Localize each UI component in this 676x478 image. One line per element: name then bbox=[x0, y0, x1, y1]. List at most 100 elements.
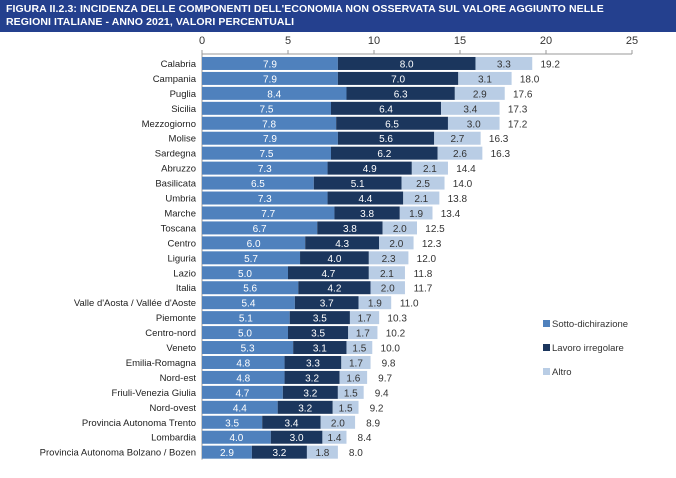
category-label: Nord-ovest bbox=[150, 403, 197, 414]
bar-segment bbox=[202, 206, 335, 220]
data-label: 3.2 bbox=[303, 388, 317, 399]
bar-segment bbox=[379, 236, 414, 250]
category-label: Basilicata bbox=[155, 179, 196, 190]
data-label: 2.0 bbox=[389, 239, 403, 250]
data-label: 8.4 bbox=[267, 89, 281, 100]
bar-segment bbox=[202, 236, 306, 250]
data-label: 2.1 bbox=[380, 269, 394, 280]
bar-segment bbox=[349, 311, 380, 325]
data-label: 5.6 bbox=[243, 284, 257, 295]
legend-label: Lavoro irregolare bbox=[552, 343, 624, 354]
bar-segment bbox=[202, 101, 331, 115]
total-label: 19.2 bbox=[541, 59, 561, 70]
bar-segment bbox=[336, 116, 448, 130]
data-label: 2.7 bbox=[450, 134, 464, 145]
data-label: 4.7 bbox=[235, 388, 249, 399]
bar-segment bbox=[202, 370, 285, 384]
total-label: 10.0 bbox=[381, 344, 401, 355]
data-label: 3.3 bbox=[497, 59, 511, 70]
data-label: 4.8 bbox=[236, 358, 250, 369]
bar-segment bbox=[270, 430, 323, 444]
total-label: 10.2 bbox=[386, 329, 406, 340]
x-tick-label: 20 bbox=[540, 35, 552, 47]
data-label: 3.2 bbox=[272, 448, 286, 459]
category-label: Emilia-Romagna bbox=[126, 358, 197, 369]
bar-segment bbox=[454, 86, 505, 100]
data-label: 7.9 bbox=[263, 59, 277, 70]
bar-segment bbox=[202, 281, 299, 295]
category-label: Centro-nord bbox=[145, 328, 196, 339]
data-label: 4.0 bbox=[229, 433, 243, 444]
data-label: 6.2 bbox=[377, 149, 391, 160]
data-label: 3.3 bbox=[306, 358, 320, 369]
bar-segment bbox=[306, 445, 338, 459]
bar-segment bbox=[399, 206, 433, 220]
data-label: 3.2 bbox=[305, 373, 319, 384]
data-label: 4.3 bbox=[335, 239, 349, 250]
bar-segment bbox=[331, 146, 438, 160]
bar-segment bbox=[327, 161, 412, 175]
data-label: 1.9 bbox=[368, 299, 382, 310]
data-label: 1.5 bbox=[344, 388, 358, 399]
bar-segment bbox=[358, 296, 392, 310]
data-label: 7.9 bbox=[263, 134, 277, 145]
data-label: 3.7 bbox=[320, 299, 334, 310]
bar-segment bbox=[284, 370, 340, 384]
bar-segment bbox=[346, 86, 455, 100]
data-label: 1.7 bbox=[349, 358, 363, 369]
data-label: 6.5 bbox=[251, 179, 265, 190]
category-label: Piemonte bbox=[156, 313, 196, 324]
data-label: 2.0 bbox=[393, 224, 407, 235]
bar-segment bbox=[202, 146, 331, 160]
data-label: 4.0 bbox=[327, 254, 341, 265]
bar-segment bbox=[293, 341, 347, 355]
category-label: Veneto bbox=[166, 343, 196, 354]
total-label: 11.0 bbox=[400, 299, 419, 310]
bar-segment bbox=[403, 191, 440, 205]
total-label: 16.3 bbox=[491, 149, 511, 160]
data-label: 2.5 bbox=[416, 179, 430, 190]
data-label: 3.4 bbox=[463, 104, 477, 115]
data-label: 3.0 bbox=[290, 433, 304, 444]
bar-segment bbox=[368, 251, 409, 265]
category-label: Valle d'Aosta / Vallée d'Aoste bbox=[74, 298, 196, 309]
category-label: Italia bbox=[176, 283, 197, 294]
data-label: 2.9 bbox=[220, 448, 234, 459]
bar-segment bbox=[202, 266, 288, 280]
total-label: 13.4 bbox=[441, 209, 461, 220]
data-label: 5.6 bbox=[379, 134, 393, 145]
data-label: 1.7 bbox=[356, 329, 370, 340]
data-label: 3.8 bbox=[360, 209, 374, 220]
bar-segment bbox=[475, 56, 533, 70]
category-label: Nord-est bbox=[160, 373, 197, 384]
bar-segment bbox=[202, 445, 252, 459]
data-label: 1.4 bbox=[327, 433, 341, 444]
category-label: Mezzogiorno bbox=[142, 119, 196, 130]
total-label: 9.8 bbox=[382, 358, 396, 369]
bar-segment bbox=[202, 161, 328, 175]
bar-segment bbox=[202, 296, 295, 310]
data-label: 4.9 bbox=[363, 164, 377, 175]
bar-segment bbox=[331, 101, 442, 115]
bar-segment bbox=[202, 71, 338, 85]
bar-segment bbox=[320, 415, 356, 429]
data-label: 2.6 bbox=[453, 149, 467, 160]
bar-segment bbox=[368, 266, 405, 280]
data-label: 6.0 bbox=[247, 239, 261, 250]
data-label: 6.4 bbox=[379, 104, 393, 115]
data-label: 5.0 bbox=[238, 269, 252, 280]
bar-segment bbox=[447, 116, 500, 130]
bar-segment bbox=[337, 131, 435, 145]
bar-segment bbox=[434, 131, 481, 145]
category-label: Provincia Autonoma Bolzano / Bozen bbox=[40, 448, 196, 459]
bar-segment bbox=[202, 385, 283, 399]
bar-segment bbox=[370, 281, 405, 295]
data-label: 2.9 bbox=[473, 89, 487, 100]
bar-segment bbox=[458, 71, 512, 85]
data-label: 7.5 bbox=[260, 104, 274, 115]
bar-segment bbox=[334, 206, 400, 220]
category-label: Umbria bbox=[165, 194, 196, 205]
bar-segment bbox=[337, 71, 459, 85]
data-label: 7.3 bbox=[258, 164, 272, 175]
